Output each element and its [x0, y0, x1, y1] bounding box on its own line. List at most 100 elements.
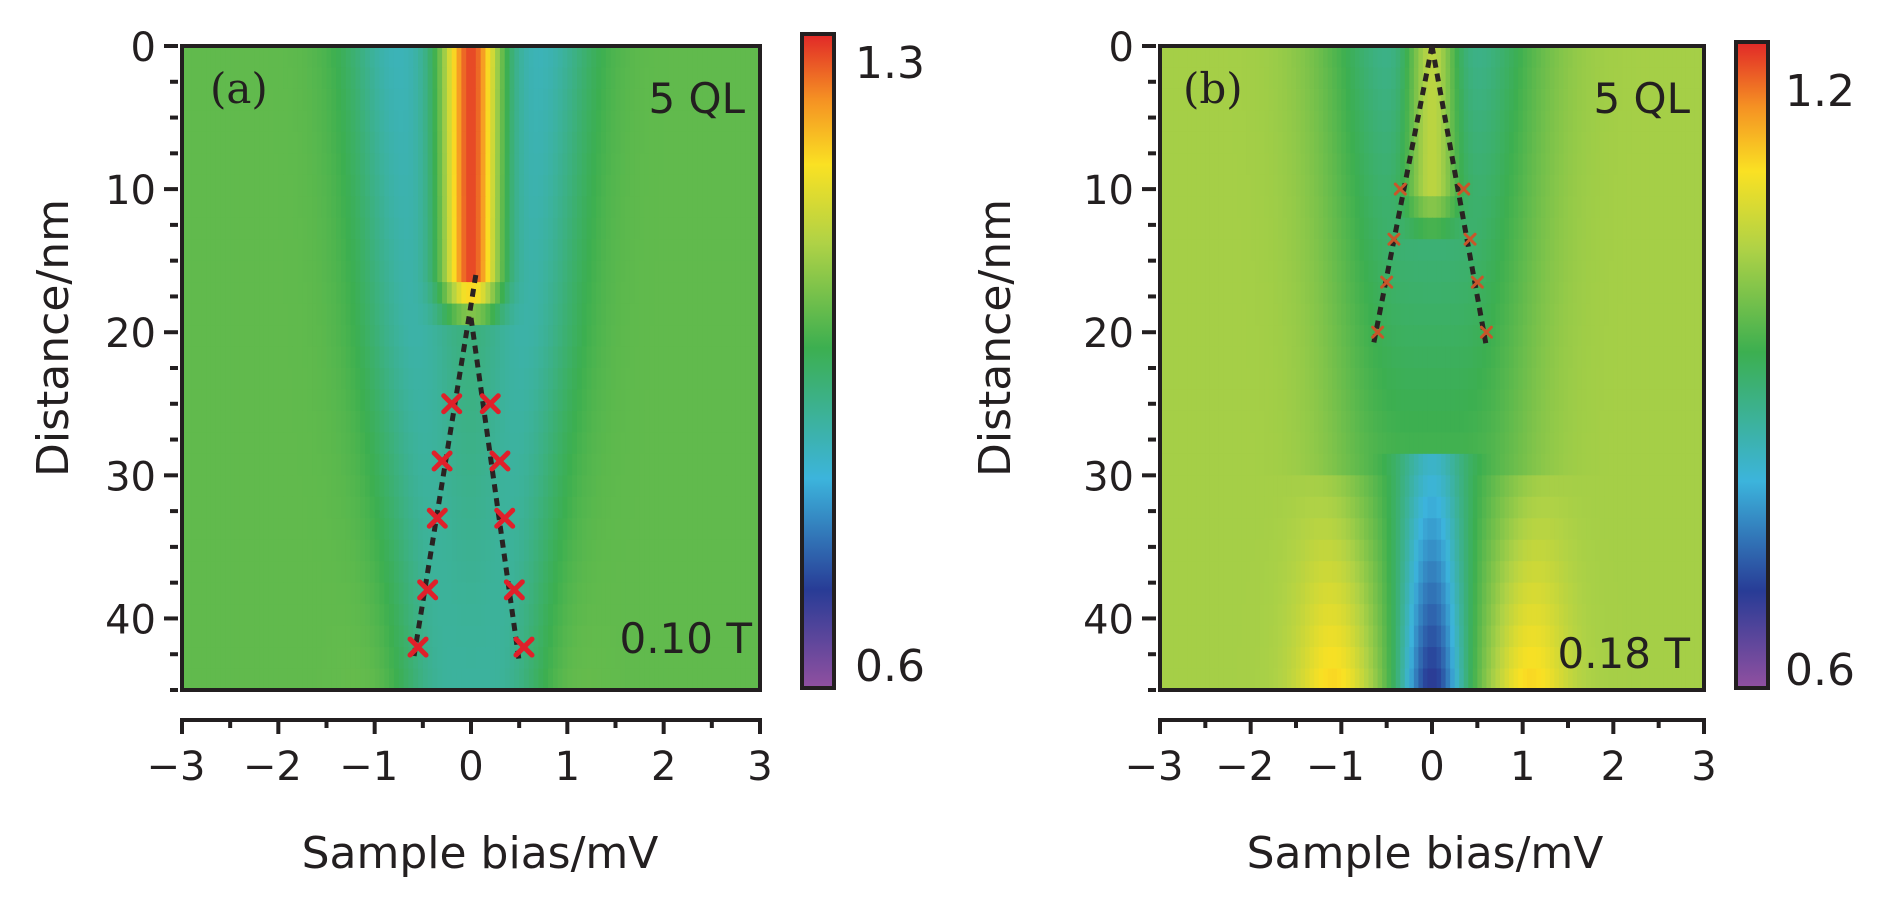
heatmap-cell — [345, 582, 352, 605]
heatmap-cell — [1291, 174, 1297, 197]
heatmap-cell — [331, 239, 337, 262]
heatmap-cell — [365, 625, 371, 648]
heatmap-cell — [1622, 217, 1628, 240]
heatmap-cell — [519, 67, 525, 90]
heatmap-cell — [437, 410, 443, 433]
heatmap-cell — [312, 668, 318, 691]
heatmap-cell — [702, 582, 708, 605]
heatmap-cell — [620, 410, 626, 433]
heatmap-cell — [283, 582, 289, 605]
heatmap-cell — [1536, 196, 1542, 219]
heatmap-cell — [620, 453, 626, 476]
heatmap-cell — [451, 282, 458, 305]
heatmap-cell — [581, 196, 588, 219]
heatmap-cell — [581, 625, 588, 648]
heatmap-cell — [682, 196, 689, 219]
heatmap-cell — [1645, 196, 1651, 219]
heatmap-cell — [740, 67, 747, 90]
heatmap-cell — [668, 389, 674, 412]
heatmap-cell — [1613, 217, 1619, 240]
heatmap-cell — [239, 539, 246, 562]
heatmap-cell — [1432, 131, 1438, 154]
heatmap-cell — [215, 604, 222, 627]
heatmap-cell — [1631, 239, 1637, 262]
heatmap-cell — [451, 153, 458, 176]
heatmap-cell — [1640, 196, 1646, 219]
heatmap-cell — [682, 604, 689, 627]
heatmap-cell — [1667, 67, 1673, 90]
overlay-a — [407, 274, 535, 662]
heatmap-cell — [523, 475, 530, 498]
heatmap-cell — [1327, 110, 1333, 133]
heatmap-cell — [639, 625, 645, 648]
heatmap-cell — [649, 196, 655, 219]
heatmap-cell — [745, 668, 751, 691]
sample-label-a: 5 QL — [648, 74, 745, 123]
heatmap-cell — [504, 668, 511, 691]
heatmap-cell — [1341, 153, 1347, 176]
heatmap-cell — [519, 389, 525, 412]
heatmap-cell — [1495, 260, 1501, 283]
heatmap-cell — [427, 604, 434, 627]
heatmap-cell — [692, 561, 698, 584]
heatmap-cell — [206, 282, 212, 305]
heatmap-cell — [1545, 46, 1551, 69]
heatmap-cell — [1305, 196, 1311, 219]
heatmap-cell — [740, 131, 747, 154]
heatmap-cell — [239, 325, 246, 348]
cross-marker — [417, 579, 439, 601]
heatmap-cell — [755, 582, 761, 605]
heatmap-cell — [726, 668, 732, 691]
heatmap-cell — [755, 346, 761, 369]
heatmap-cell — [654, 303, 660, 326]
heatmap-cell — [707, 131, 713, 154]
heatmap-cell — [331, 647, 337, 670]
heatmap-cell — [475, 496, 482, 519]
heatmap-cell — [682, 453, 689, 476]
heatmap-cell — [321, 625, 328, 648]
heatmap-cell — [1332, 88, 1338, 111]
heatmap-cell — [692, 475, 698, 498]
heatmap-cell — [552, 496, 559, 519]
heatmap-cell — [750, 260, 756, 283]
heatmap-cell — [186, 582, 193, 605]
heatmap-cell — [591, 539, 597, 562]
heatmap-cell — [601, 668, 607, 691]
heatmap-cell — [234, 282, 241, 305]
heatmap-cell — [490, 88, 496, 111]
heatmap-cell — [509, 131, 515, 154]
heatmap-cell — [287, 518, 294, 541]
heatmap-cell — [321, 260, 328, 283]
heatmap-cell — [499, 475, 506, 498]
heatmap-cell — [307, 196, 313, 219]
heatmap-cell — [475, 604, 482, 627]
heatmap-cell — [1477, 131, 1483, 154]
heatmap-cell — [446, 518, 453, 541]
heatmap-cell — [1536, 46, 1542, 69]
heatmap-cell — [721, 325, 727, 348]
heatmap-cell — [682, 174, 689, 197]
heatmap-cell — [649, 46, 655, 69]
heatmap-cell — [413, 453, 419, 476]
heatmap-cell — [610, 625, 617, 648]
heatmap-cell — [263, 625, 270, 648]
heatmap-cell — [225, 67, 231, 90]
heatmap-cell — [605, 46, 612, 69]
heatmap-cell — [1672, 110, 1678, 133]
heatmap-cell — [707, 88, 713, 111]
heatmap-cell — [697, 647, 703, 670]
heatmap-cell — [509, 88, 515, 111]
heatmap-cell — [283, 282, 289, 305]
heatmap-cell — [321, 518, 328, 541]
heatmap-cell — [1672, 46, 1678, 69]
heatmap-cell — [1631, 153, 1637, 176]
heatmap-cell — [475, 196, 482, 219]
heatmap-cell — [625, 174, 631, 197]
heatmap-cell — [654, 475, 660, 498]
heatmap-cell — [331, 389, 337, 412]
heatmap-cell — [432, 325, 438, 348]
heatmap-cell — [750, 303, 756, 326]
heatmap-cell — [668, 496, 674, 519]
heatmap-cell — [538, 539, 544, 562]
heatmap-cell — [726, 260, 732, 283]
